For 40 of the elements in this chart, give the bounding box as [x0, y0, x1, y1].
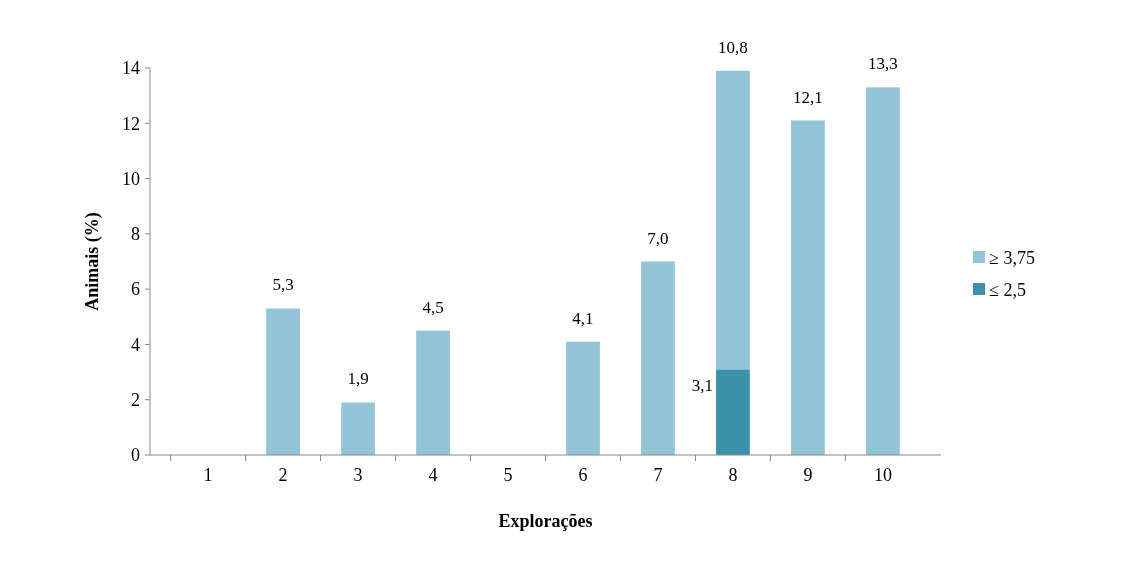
y-tick-label: 14: [122, 58, 140, 79]
bar: [716, 70, 750, 370]
legend-label: ≤ 2,5: [989, 280, 1026, 301]
data-label: 13,3: [868, 54, 898, 74]
y-tick-label: 8: [131, 224, 140, 245]
y-tick-label: 10: [122, 168, 140, 189]
x-axis-title: Explorações: [498, 511, 593, 531]
x-tick-label: 3: [353, 465, 363, 485]
y-tick-label: 12: [122, 113, 140, 134]
x-tick-label: 10: [873, 465, 892, 485]
data-label: 7,0: [647, 228, 669, 248]
legend-label: ≥ 3,75: [989, 248, 1035, 269]
data-label: 5,3: [272, 275, 294, 295]
y-tick-label: 6: [131, 279, 140, 300]
x-tick-label: 6: [578, 465, 588, 485]
bar: [566, 341, 600, 455]
data-label: 12,1: [793, 87, 823, 107]
data-label: 1,9: [347, 369, 369, 389]
bar: [791, 120, 825, 455]
y-axis-title: Animais (%): [82, 212, 103, 311]
x-tick-label: 7: [653, 465, 663, 485]
data-label: 3,1: [691, 376, 714, 396]
x-tick-label: 1: [203, 465, 213, 485]
bar: [416, 330, 450, 455]
data-label: 10,8: [718, 37, 748, 57]
x-tick-label: 4: [428, 465, 438, 485]
data-label: 4,1: [572, 308, 594, 328]
bar: [341, 402, 375, 455]
data-label: 4,5: [422, 297, 444, 317]
x-tick-label: 8: [728, 465, 738, 485]
bar: [641, 261, 675, 455]
x-tick-label: 2: [278, 465, 288, 485]
bar: [866, 87, 900, 455]
y-tick-label: 0: [131, 445, 140, 466]
x-tick-label: 5: [503, 465, 513, 485]
bar: [266, 308, 300, 455]
bar: [716, 369, 750, 455]
y-tick-label: 4: [131, 334, 140, 355]
x-tick-label: 9: [803, 465, 813, 485]
y-tick-label: 2: [131, 390, 140, 411]
